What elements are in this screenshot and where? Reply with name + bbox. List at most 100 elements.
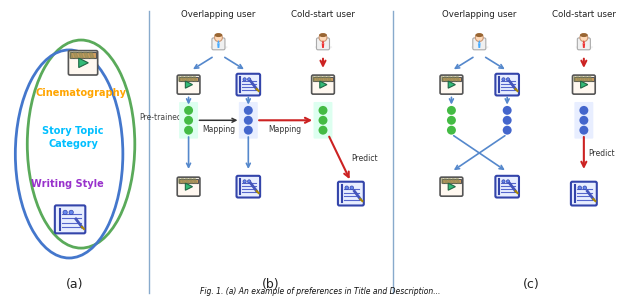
Polygon shape [217,40,220,43]
Text: Story Topic
Category: Story Topic Category [42,126,104,149]
FancyBboxPatch shape [55,205,85,233]
Circle shape [502,126,511,135]
FancyBboxPatch shape [179,179,198,183]
Polygon shape [322,43,324,48]
Ellipse shape [580,33,588,37]
Circle shape [214,34,222,42]
Polygon shape [456,77,460,81]
Polygon shape [189,77,193,81]
Polygon shape [89,52,94,58]
Circle shape [243,180,246,183]
Circle shape [580,34,588,42]
Polygon shape [580,81,588,88]
FancyBboxPatch shape [571,182,596,205]
Circle shape [506,180,509,183]
Text: Predict: Predict [351,154,378,163]
Text: Writing Style: Writing Style [31,179,104,189]
Polygon shape [185,77,189,81]
Circle shape [502,106,511,115]
Polygon shape [185,179,189,183]
Text: Pre-trained: Pre-trained [140,113,182,122]
Polygon shape [320,81,327,88]
Polygon shape [181,77,185,81]
Polygon shape [322,40,324,43]
Circle shape [319,116,328,125]
Polygon shape [478,43,481,48]
Circle shape [184,116,193,125]
FancyBboxPatch shape [577,38,590,50]
Polygon shape [580,77,584,81]
FancyBboxPatch shape [473,38,486,50]
Polygon shape [448,179,452,183]
FancyBboxPatch shape [440,177,463,196]
Polygon shape [448,81,456,88]
FancyBboxPatch shape [338,182,364,205]
Ellipse shape [319,33,327,37]
FancyBboxPatch shape [179,77,198,81]
Text: (b): (b) [262,278,280,291]
FancyBboxPatch shape [573,75,595,94]
FancyBboxPatch shape [495,176,519,198]
Circle shape [184,126,193,135]
Polygon shape [588,77,592,81]
Polygon shape [70,52,73,58]
Polygon shape [442,77,444,81]
Circle shape [248,78,251,81]
Polygon shape [448,77,452,81]
FancyBboxPatch shape [70,52,96,58]
Circle shape [578,186,582,190]
Circle shape [579,106,588,115]
Circle shape [244,116,253,125]
FancyBboxPatch shape [442,77,461,81]
FancyBboxPatch shape [177,177,200,196]
Polygon shape [582,43,585,48]
Ellipse shape [214,33,222,37]
Text: (a): (a) [67,278,84,291]
Circle shape [319,126,328,135]
FancyBboxPatch shape [68,51,98,75]
Polygon shape [313,77,316,81]
Text: (c): (c) [524,278,540,291]
Circle shape [345,186,349,190]
FancyBboxPatch shape [314,102,332,139]
Polygon shape [189,179,193,183]
Polygon shape [186,183,193,190]
Polygon shape [584,77,588,81]
Circle shape [502,78,505,81]
Polygon shape [327,77,332,81]
Circle shape [69,210,74,214]
Circle shape [579,126,588,135]
Circle shape [502,116,511,125]
Text: Fig. 1. (a) An example of preferences in Title and Description...: Fig. 1. (a) An example of preferences in… [200,287,440,296]
Circle shape [350,186,353,190]
Polygon shape [78,52,84,58]
Circle shape [447,126,456,135]
Circle shape [506,78,509,81]
Polygon shape [582,40,585,43]
Polygon shape [444,179,448,183]
FancyBboxPatch shape [574,102,593,139]
Circle shape [244,126,253,135]
Polygon shape [217,43,220,48]
Circle shape [502,180,505,183]
FancyBboxPatch shape [495,74,519,95]
FancyBboxPatch shape [574,77,594,81]
FancyBboxPatch shape [312,75,334,94]
Text: Overlapping user: Overlapping user [181,10,255,19]
Circle shape [447,106,456,115]
FancyBboxPatch shape [237,74,260,95]
FancyBboxPatch shape [313,77,333,81]
Polygon shape [179,179,181,183]
Circle shape [476,34,483,42]
Text: Mapping: Mapping [202,125,235,134]
FancyBboxPatch shape [442,179,461,183]
Polygon shape [448,183,456,190]
Polygon shape [574,77,577,81]
Polygon shape [452,179,456,183]
FancyBboxPatch shape [212,38,225,50]
Polygon shape [179,77,181,81]
Polygon shape [181,179,185,183]
Polygon shape [84,52,89,58]
Circle shape [583,186,586,190]
FancyBboxPatch shape [316,38,330,50]
